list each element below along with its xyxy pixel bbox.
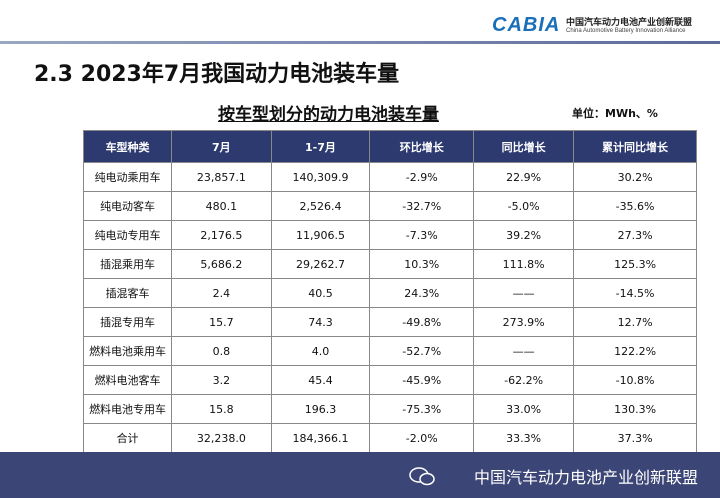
table-cell: —— (473, 278, 575, 308)
table-row: 燃料电池专用车 15.8 196.3 -75.3% 33.0% 130.3% (82, 394, 697, 424)
table-cell: 纯电动专用车 (82, 220, 173, 250)
table-cell: 33.0% (473, 394, 575, 424)
table-cell: 33.3% (473, 423, 575, 453)
table-cell: 0.8 (171, 336, 272, 366)
table-cell: 5,686.2 (171, 249, 272, 279)
table-cell: 30.2% (573, 162, 697, 192)
table-row: 插混客车 2.4 40.5 24.3% —— -14.5% (82, 278, 697, 308)
table-row: 燃料电池乘用车 0.8 4.0 -52.7% —— 122.2% (82, 336, 697, 366)
table-cell: 32,238.0 (171, 423, 272, 453)
table-cell: 39.2% (473, 220, 575, 250)
table-cell: -32.7% (369, 191, 475, 221)
table-cell: 2.4 (171, 278, 272, 308)
table-cell: 燃料电池客车 (82, 365, 173, 395)
table-cell: 2,176.5 (171, 220, 272, 250)
table-cell: —— (473, 336, 575, 366)
table-cell: -10.8% (573, 365, 697, 395)
unit-note: 单位：MWh、% (572, 107, 658, 120)
table-cell: -14.5% (573, 278, 697, 308)
table-cell: 燃料电池专用车 (82, 394, 173, 424)
column-header: 1-7月 (270, 130, 371, 163)
table-cell: 插混客车 (82, 278, 173, 308)
table-cell: 纯电动乘用车 (82, 162, 173, 192)
slide-title: 2.3 2023年7月我国动力电池装车量 (34, 62, 400, 87)
table-cell: 111.8% (473, 249, 575, 279)
table-row: 燃料电池客车 3.2 45.4 -45.9% -62.2% -10.8% (82, 365, 697, 395)
table-cell: 插混专用车 (82, 307, 173, 337)
header-rule (0, 41, 720, 44)
org-name: 中国汽车动力电池产业创新联盟 (566, 18, 693, 28)
org-name-en: China Automotive Battery Innovation Alli… (566, 28, 686, 34)
table-cell: 合计 (82, 423, 173, 453)
table-cell: 插混乘用车 (82, 249, 173, 279)
table-cell: 22.9% (473, 162, 575, 192)
table-cell: 74.3 (270, 307, 371, 337)
table-row: 纯电动专用车 2,176.5 11,906.5 -7.3% 39.2% 27.3% (82, 220, 697, 250)
column-header: 同比增长 (473, 130, 575, 163)
table-cell: 40.5 (270, 278, 371, 308)
table-cell: -45.9% (369, 365, 475, 395)
table-row: 插混专用车 15.7 74.3 -49.8% 273.9% 12.7% (82, 307, 697, 337)
table-cell: 3.2 (171, 365, 272, 395)
table-title: 按车型划分的动力电池装车量 (218, 105, 439, 125)
table-cell: 10.3% (369, 249, 475, 279)
table-cell: 2,526.4 (270, 191, 371, 221)
column-header: 车型种类 (82, 130, 173, 163)
table-cell: 纯电动客车 (82, 191, 173, 221)
column-header: 累计同比增长 (573, 130, 697, 163)
table-cell: 11,906.5 (270, 220, 371, 250)
column-header: 7月 (171, 130, 272, 163)
table-row: 合计 32,238.0 184,366.1 -2.0% 33.3% 37.3% (82, 423, 697, 453)
data-table: 车型种类 7月 1-7月 环比增长 同比增长 累计同比增长 纯电动乘用车 23,857.1 1… (82, 130, 697, 453)
table-cell: 122.2% (573, 336, 697, 366)
table-cell: -75.3% (369, 394, 475, 424)
header-row: 车型种类 7月 1-7月 环比增长 同比增长 累计同比增长 (82, 130, 697, 163)
table-row: 纯电动客车 480.1 2,526.4 -32.7% -5.0% -35.6% (82, 191, 697, 221)
table-cell: 23,857.1 (171, 162, 272, 192)
table-cell: 196.3 (270, 394, 371, 424)
table-cell: 125.3% (573, 249, 697, 279)
table-cell: -49.8% (369, 307, 475, 337)
table-row: 插混乘用车 5,686.2 29,262.7 10.3% 111.8% 125.3% (82, 249, 697, 279)
table-body: 纯电动乘用车 23,857.1 140,309.9 -2.9% 22.9% 30.2% 纯电… (82, 162, 697, 453)
table-cell: 12.7% (573, 307, 697, 337)
table-cell: 184,366.1 (270, 423, 371, 453)
table-cell: 29,262.7 (270, 249, 371, 279)
logo: CABIA (492, 14, 561, 36)
column-header: 环比增长 (369, 130, 475, 163)
table-cell: 273.9% (473, 307, 575, 337)
table-cell: -35.6% (573, 191, 697, 221)
table-cell: 24.3% (369, 278, 475, 308)
table-cell: -2.0% (369, 423, 475, 453)
table-cell: 15.8 (171, 394, 272, 424)
table-cell: -52.7% (369, 336, 475, 366)
table-cell: 130.3% (573, 394, 697, 424)
table-cell: -2.9% (369, 162, 475, 192)
table-cell: 140,309.9 (270, 162, 371, 192)
table-cell: 27.3% (573, 220, 697, 250)
footer-bar: 中国汽车动力电池产业创新联盟 (0, 452, 720, 498)
table-cell: -5.0% (473, 191, 575, 221)
table-cell: 480.1 (171, 191, 272, 221)
footer-text: 中国汽车动力电池产业创新联盟 (473, 468, 698, 487)
table-cell: -62.2% (473, 365, 575, 395)
table-cell: 4.0 (270, 336, 371, 366)
table-cell: 37.3% (573, 423, 697, 453)
table-cell: -7.3% (369, 220, 475, 250)
table-cell: 45.4 (270, 365, 371, 395)
table-cell: 15.7 (171, 307, 272, 337)
table-row: 纯电动乘用车 23,857.1 140,309.9 -2.9% 22.9% 30.2% (82, 162, 697, 192)
table-cell: 燃料电池乘用车 (82, 336, 173, 366)
wechat-icon (409, 467, 435, 486)
